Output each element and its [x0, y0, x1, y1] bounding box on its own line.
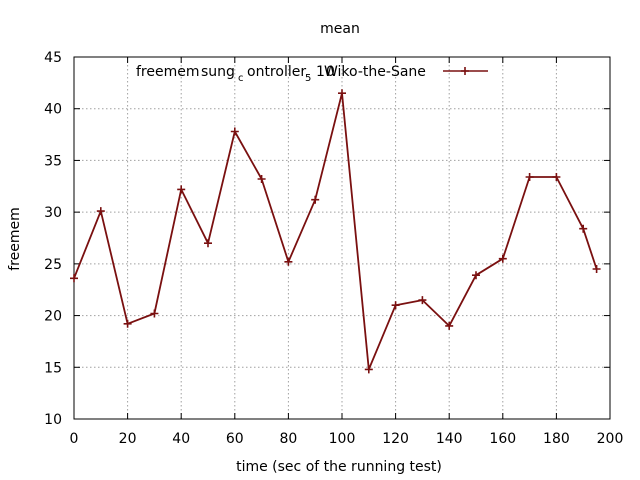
grid-lines — [74, 57, 610, 419]
data-point-marker — [364, 365, 373, 374]
x-tick-label: 100 — [329, 431, 356, 447]
y-axis-label: freemem — [7, 207, 23, 271]
y-tick-label: 30 — [44, 205, 62, 221]
legend-label-subscript: 5 — [305, 73, 311, 84]
data-point-marker — [123, 319, 132, 328]
data-point-marker — [96, 207, 105, 216]
x-tick-label: 160 — [489, 431, 516, 447]
legend-label-part: freemem — [136, 64, 200, 80]
data-point-marker — [70, 274, 78, 283]
x-tick-label: 0 — [70, 431, 79, 447]
data-point-marker — [391, 301, 400, 310]
x-tick-label: 80 — [279, 431, 297, 447]
data-point-marker — [150, 309, 159, 318]
data-point-marker — [592, 265, 601, 273]
data-point-marker — [177, 185, 186, 194]
legend-label-subscript: c — [238, 73, 244, 84]
x-tick-label: 120 — [382, 431, 409, 447]
y-tick-label: 25 — [44, 257, 62, 273]
y-tick-label: 35 — [44, 153, 62, 169]
y-tick-label: 20 — [44, 309, 62, 325]
legend-label-part: 0 — [326, 64, 335, 80]
data-point-marker — [498, 254, 507, 263]
data-point-marker — [284, 257, 293, 266]
x-tick-label: 180 — [543, 431, 570, 447]
legend-label-part: 1 — [316, 64, 325, 80]
x-tick-label: 60 — [226, 431, 244, 447]
data-point-marker — [552, 173, 561, 181]
x-tick-label: 20 — [119, 431, 137, 447]
y-tick-label: 45 — [44, 50, 62, 66]
legend-label-part: Wiko-the-Sane — [324, 64, 426, 80]
legend: freemem sung c ontroller 5 1 Wiko-the-Sa… — [136, 64, 488, 85]
chart-title: mean — [320, 21, 360, 37]
y-tick-label: 10 — [44, 412, 62, 428]
x-tick-label: 200 — [597, 431, 624, 447]
data-point-marker — [257, 175, 266, 183]
axis-ticks: 0 20 40 60 80 100 120 140 160 180 2001015202530354… — [44, 50, 623, 447]
data-point-marker — [418, 296, 427, 305]
legend-label-part: sung — [201, 64, 235, 80]
legend-swatch-marker — [461, 67, 469, 75]
data-point-marker — [311, 195, 320, 204]
data-point-marker — [579, 224, 588, 233]
legend-label: freemem sung c ontroller 5 1 Wiko-the-Sa… — [136, 64, 430, 85]
data-point-marker — [204, 239, 212, 248]
x-tick-label: 40 — [172, 431, 190, 447]
series-line — [73, 92, 598, 371]
data-point-marker — [230, 127, 239, 136]
y-tick-label: 40 — [44, 102, 62, 118]
data-point-marker — [445, 321, 454, 330]
data-point-marker — [338, 89, 346, 98]
series-layer — [70, 89, 601, 374]
legend-label-part: ontroller — [247, 64, 306, 80]
data-point-marker — [472, 271, 480, 280]
y-tick-label: 15 — [44, 360, 62, 376]
x-axis-label: time (sec of the running test) — [236, 459, 442, 475]
x-tick-label: 140 — [436, 431, 463, 447]
data-point-marker — [525, 173, 534, 181]
